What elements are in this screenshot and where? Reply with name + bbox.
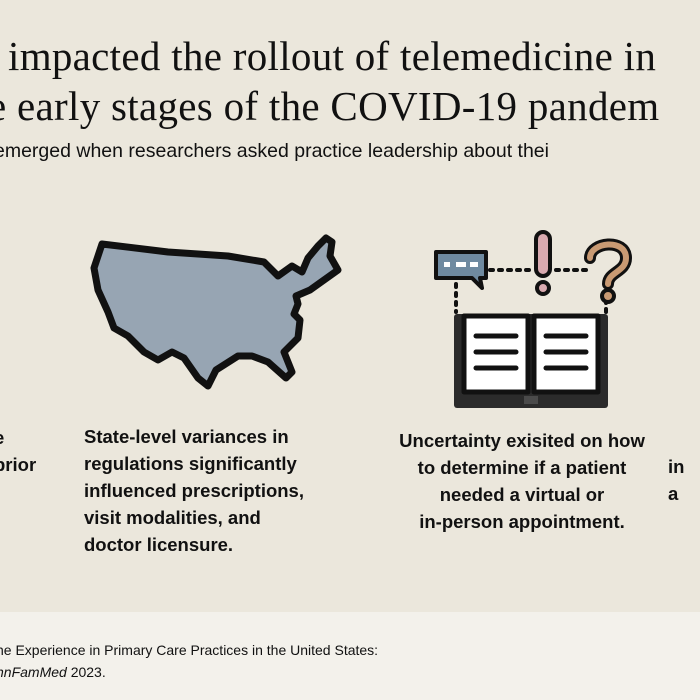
column-2-text: State-level variances in regulations sig… bbox=[84, 426, 304, 555]
column-4-text: in a bbox=[668, 456, 685, 504]
subtitle: emerged when researchers asked practice … bbox=[0, 140, 549, 162]
book-icon bbox=[454, 313, 608, 408]
citation-year: 2023. bbox=[66, 664, 106, 680]
footer: ne Experience in Primary Care Practices … bbox=[0, 612, 700, 700]
speech-bubble-icon bbox=[434, 250, 488, 290]
us-map-icon bbox=[90, 234, 342, 390]
book-question-icon bbox=[434, 230, 633, 408]
journal-name: nnFamMed bbox=[0, 664, 67, 680]
title-line-1: impacted the rollout of telemedicine in bbox=[8, 33, 657, 79]
column-3-text: Uncertainty exisited on how to determine… bbox=[399, 430, 645, 532]
question-icon bbox=[584, 238, 633, 304]
column-1-text: e prior bbox=[0, 427, 37, 475]
citation-line-1: ne Experience in Primary Care Practices … bbox=[0, 642, 379, 658]
title-line-2: e early stages of the COVID-19 pandem bbox=[0, 83, 660, 129]
exclamation-icon bbox=[534, 230, 552, 296]
citation-line-2: nnFamMed 2023. bbox=[0, 664, 106, 680]
